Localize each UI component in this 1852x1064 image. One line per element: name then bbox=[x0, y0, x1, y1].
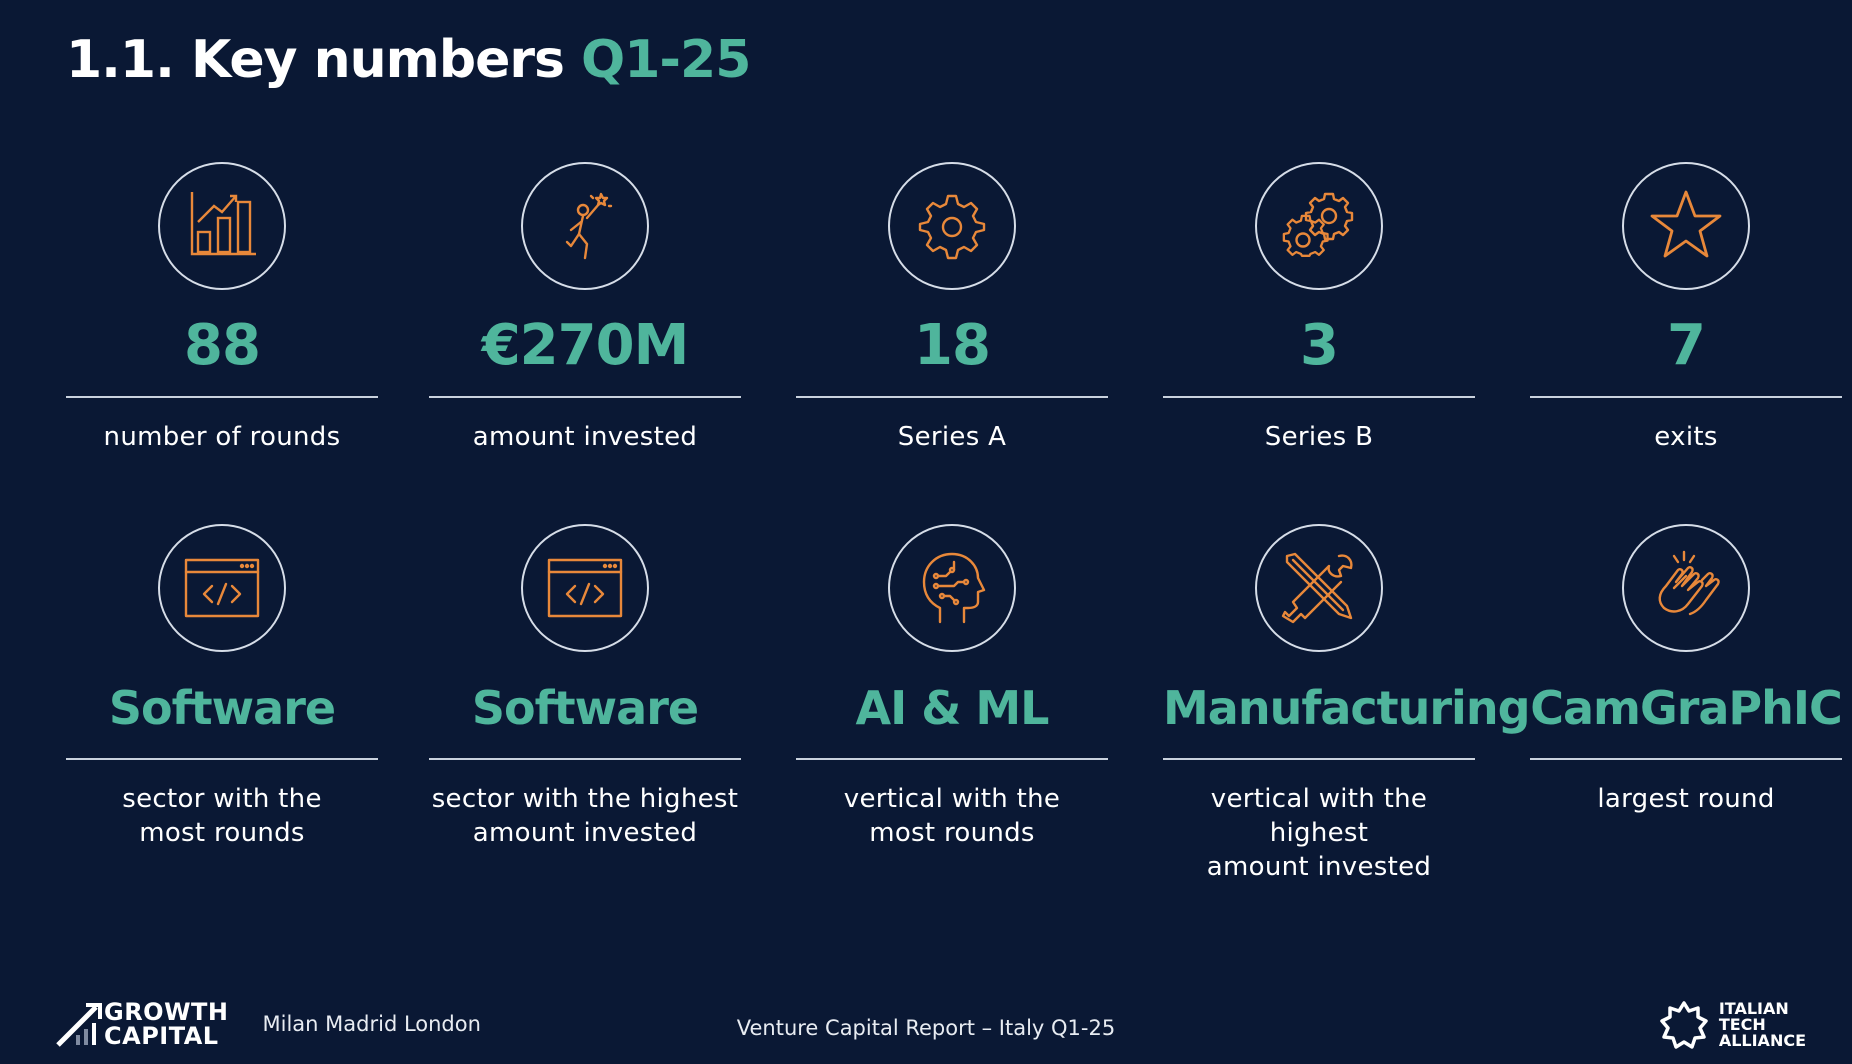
kpi-value: CamGraPhIC bbox=[1530, 681, 1843, 735]
kpi-label: Series A bbox=[897, 422, 1007, 452]
icon-circle bbox=[1255, 162, 1383, 290]
icon-circle bbox=[158, 162, 286, 290]
kpi-vertical-rounds: AI & ML vertical with the most rounds bbox=[796, 524, 1108, 850]
italian-tech-alliance-logo: ITALIAN TECH ALLIANCE bbox=[1659, 1000, 1806, 1050]
growth-capital-logo-icon bbox=[56, 1003, 102, 1047]
tools-icon bbox=[1281, 552, 1353, 624]
kpi-series-b: 3 Series B bbox=[1163, 162, 1475, 454]
footer-cities: Milan Madrid London bbox=[262, 1012, 481, 1036]
ai-head-icon bbox=[922, 552, 986, 624]
divider bbox=[429, 396, 741, 398]
divider bbox=[1530, 758, 1842, 760]
kpi-exits: 7 exits bbox=[1530, 162, 1842, 454]
kpi-label-line: amount invested bbox=[1206, 852, 1432, 882]
kpi-label: exits bbox=[1654, 422, 1718, 452]
kpi-value: €270M bbox=[481, 313, 690, 378]
page-title: 1.1. Key numbers Q1-25 bbox=[66, 30, 751, 90]
footer-report-title: Venture Capital Report – Italy Q1-25 bbox=[736, 1016, 1116, 1040]
footer-brand: GROWTH CAPITAL Milan Madrid London bbox=[56, 1000, 481, 1048]
icon-circle bbox=[521, 162, 649, 290]
kpi-rounds: 88 number of rounds bbox=[66, 162, 378, 454]
kpi-value: 7 bbox=[1667, 313, 1706, 378]
kpi-label-line: sector with the highest bbox=[431, 784, 739, 814]
kpi-value: 3 bbox=[1300, 313, 1339, 378]
icon-circle bbox=[1622, 524, 1750, 652]
kpi-largest-round: CamGraPhIC largest round bbox=[1530, 524, 1843, 816]
kpi-amount: €270M amount invested bbox=[429, 162, 741, 454]
logo-line: CAPITAL bbox=[104, 1022, 219, 1050]
title-main: 1.1. Key numbers bbox=[66, 30, 565, 90]
kpi-label-line: largest round bbox=[1597, 784, 1775, 814]
bar-chart-icon bbox=[190, 192, 256, 256]
kpi-vertical-amount: Manufacturing vertical with the highest … bbox=[1163, 524, 1531, 884]
kpi-label: vertical with the most rounds bbox=[796, 782, 1108, 850]
star-icon bbox=[1650, 190, 1722, 258]
alliance-line: ALLIANCE bbox=[1718, 1031, 1806, 1050]
kpi-label: sector with the highest amount invested bbox=[429, 782, 741, 850]
icon-circle bbox=[1255, 524, 1383, 652]
gears-icon bbox=[1282, 192, 1354, 257]
divider bbox=[1530, 396, 1842, 398]
kpi-label: vertical with the highest amount investe… bbox=[1163, 782, 1475, 884]
kpi-label-line: amount invested bbox=[472, 818, 698, 848]
achievement-person-icon bbox=[565, 192, 613, 260]
divider bbox=[796, 396, 1108, 398]
kpi-label-line: vertical with the bbox=[843, 784, 1061, 814]
alliance-line: ITALIAN bbox=[1718, 999, 1789, 1018]
kpi-label-line: most rounds bbox=[869, 818, 1035, 848]
title-accent: Q1-25 bbox=[581, 30, 751, 90]
icon-circle bbox=[521, 524, 649, 652]
clapping-hands-icon bbox=[1658, 550, 1720, 616]
icon-circle bbox=[888, 162, 1016, 290]
kpi-sector-rounds: Software sector with the most rounds bbox=[66, 524, 378, 850]
alliance-badge-icon bbox=[1660, 1001, 1708, 1049]
divider bbox=[66, 758, 378, 760]
code-window-icon bbox=[184, 558, 260, 618]
kpi-value: Manufacturing bbox=[1163, 681, 1531, 735]
kpi-series-a: 18 Series A bbox=[796, 162, 1108, 454]
kpi-label-line: sector with the bbox=[122, 784, 322, 814]
alliance-line: TECH bbox=[1718, 1015, 1766, 1034]
kpi-value: 88 bbox=[184, 313, 261, 378]
divider bbox=[1163, 758, 1475, 760]
divider bbox=[66, 396, 378, 398]
kpi-sector-amount: Software sector with the highest amount … bbox=[429, 524, 741, 850]
logo-line: GROWTH bbox=[104, 998, 229, 1026]
divider bbox=[1163, 396, 1475, 398]
divider bbox=[429, 758, 741, 760]
icon-circle bbox=[888, 524, 1016, 652]
kpi-label: sector with the most rounds bbox=[66, 782, 378, 850]
kpi-label: largest round bbox=[1530, 782, 1842, 816]
code-window-icon bbox=[547, 558, 623, 618]
kpi-value: Software bbox=[471, 681, 699, 735]
icon-circle bbox=[1622, 162, 1750, 290]
kpi-value: Software bbox=[108, 681, 336, 735]
growth-capital-logo: GROWTH CAPITAL bbox=[104, 1000, 229, 1048]
icon-circle bbox=[158, 524, 286, 652]
kpi-label: amount invested bbox=[472, 422, 698, 452]
gear-icon bbox=[918, 194, 986, 260]
kpi-value: AI & ML bbox=[855, 681, 1050, 735]
kpi-value: 18 bbox=[914, 313, 991, 378]
kpi-label: Series B bbox=[1264, 422, 1374, 452]
kpi-label: number of rounds bbox=[103, 422, 341, 452]
divider bbox=[796, 758, 1108, 760]
alliance-text: ITALIAN TECH ALLIANCE bbox=[1719, 1001, 1806, 1049]
kpi-label-line: most rounds bbox=[139, 818, 305, 848]
kpi-label-line: vertical with the highest bbox=[1210, 784, 1428, 848]
